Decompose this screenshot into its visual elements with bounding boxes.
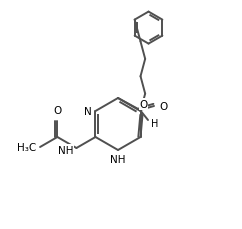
Text: O: O: [139, 100, 148, 109]
Text: N: N: [84, 106, 91, 117]
Text: H₃C: H₃C: [17, 142, 36, 152]
Text: NH: NH: [58, 145, 73, 155]
Text: O: O: [159, 101, 167, 112]
Text: H: H: [151, 118, 158, 128]
Text: O: O: [53, 106, 61, 115]
Text: NH: NH: [110, 154, 126, 164]
